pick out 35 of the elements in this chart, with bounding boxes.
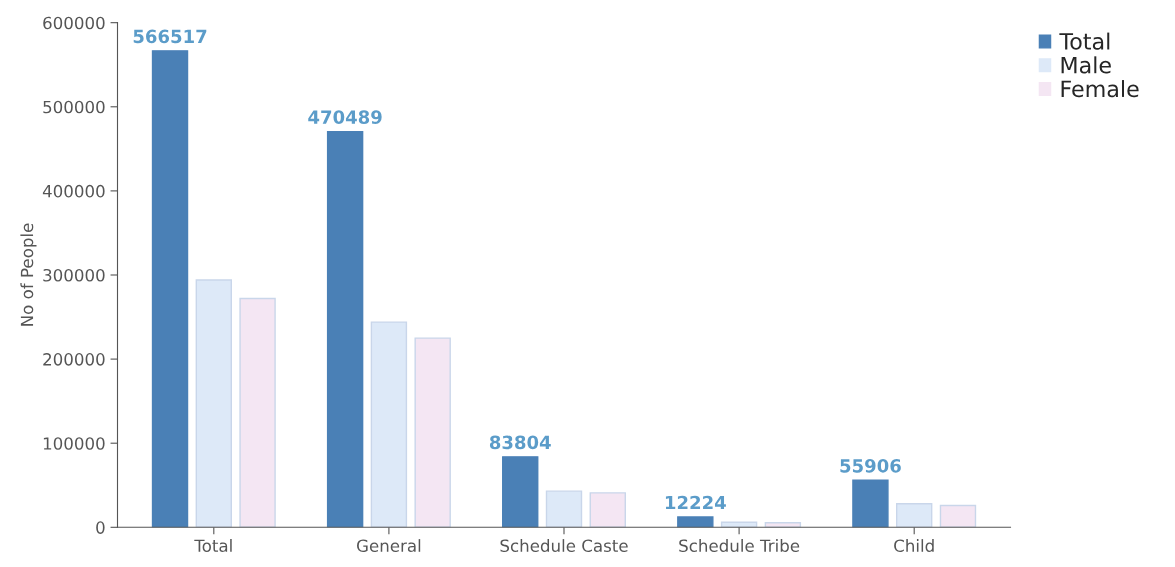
y-tick-label: 100000 [43, 437, 105, 450]
bar [326, 130, 364, 528]
bar [764, 521, 802, 528]
x-tick-label: Child [894, 539, 934, 553]
data-label: 566517 [133, 29, 207, 44]
data-label: 12224 [665, 495, 726, 510]
bar [589, 492, 626, 528]
legend-label: Male [1061, 56, 1111, 74]
y-tick-label: 500000 [43, 100, 105, 114]
bar [151, 50, 189, 528]
bar [502, 456, 539, 528]
legend-label: Female [1061, 80, 1139, 98]
data-label: 470489 [308, 110, 382, 124]
x-tick-label: Schedule Caste [500, 539, 628, 553]
data-label: 55906 [840, 458, 901, 473]
y-axis-title: No of People [20, 223, 37, 326]
bar [939, 504, 977, 528]
y-tick-label: 300000 [43, 268, 105, 282]
bar [545, 490, 583, 528]
legend-label: Total [1059, 32, 1110, 50]
y-tick-label: 400000 [42, 184, 105, 198]
y-tick-label: 200000 [43, 353, 105, 366]
bar [370, 321, 408, 528]
x-tick-label: Total [194, 539, 232, 553]
y-tick-label: 0 [96, 521, 105, 534]
x-tick-label: General [357, 539, 421, 553]
bar [677, 516, 714, 528]
x-tick-label: Schedule Tribe [679, 539, 800, 553]
bar [239, 297, 276, 528]
bar [195, 279, 233, 528]
data-label: 83804 [489, 435, 551, 450]
y-tick-label: 600000 [43, 16, 105, 30]
bar [852, 479, 889, 528]
bar [895, 503, 933, 528]
bar [414, 337, 451, 528]
